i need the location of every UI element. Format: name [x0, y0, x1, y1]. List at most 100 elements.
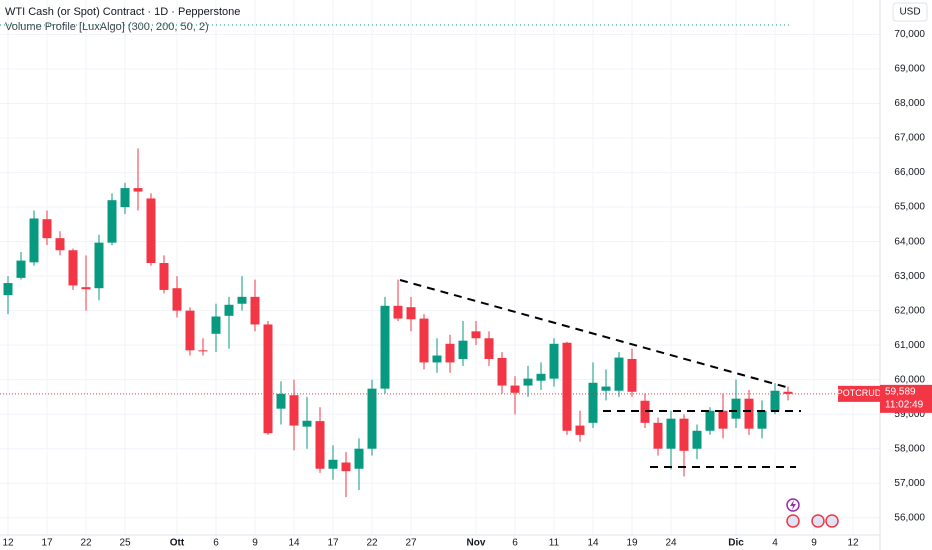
candle-body [770, 390, 780, 411]
candle-body [679, 418, 689, 451]
candle-body [68, 250, 78, 286]
candle-body [393, 305, 403, 319]
last-price-label: 59,589 [885, 387, 916, 398]
event-flag[interactable] [811, 514, 825, 528]
x-tick-label: 17 [41, 538, 53, 549]
y-tick-label: 60,000 [894, 374, 925, 385]
y-tick-label: 61,000 [894, 340, 925, 351]
candle-body [744, 398, 754, 429]
candle-body [471, 331, 481, 339]
event-icons [786, 498, 839, 528]
y-tick-label: 56,000 [894, 512, 925, 523]
candle-body [328, 459, 338, 469]
candle-body [81, 287, 91, 290]
event-icon-glyph [790, 500, 796, 510]
y-tick-label: 68,000 [894, 98, 925, 109]
candle-body [497, 357, 507, 386]
x-tick-label: 19 [626, 538, 638, 549]
x-tick-label: 22 [366, 538, 378, 549]
candle-body [159, 263, 169, 290]
candle-body [380, 305, 390, 389]
candle-body [510, 385, 520, 393]
y-tick-label: 70,000 [894, 29, 925, 40]
x-tick-label: Dic [728, 538, 744, 549]
candle-body [692, 430, 702, 449]
candle-body [718, 410, 728, 429]
event-flag[interactable] [786, 514, 800, 528]
x-tick-label: 25 [119, 538, 131, 549]
candle-body [224, 304, 234, 316]
chart-title: WTI Cash (or Spot) Contract · 1D · Peppe… [5, 6, 240, 18]
candle-body [94, 242, 104, 289]
candle-body [757, 410, 767, 429]
candle-body [367, 388, 377, 449]
candle-body [627, 358, 637, 392]
x-tick-label: 24 [665, 538, 677, 549]
event-flag[interactable] [825, 514, 839, 528]
candle-body [731, 398, 741, 419]
y-tick-label: 64,000 [894, 236, 925, 247]
candle-body [16, 260, 26, 278]
y-tick-label: 58,000 [894, 443, 925, 454]
candle-body [211, 316, 221, 334]
candle-body [107, 200, 117, 243]
price-tag [880, 384, 932, 413]
candle-body [562, 342, 572, 431]
x-tick-label: Nov [467, 538, 486, 549]
candle-body [42, 219, 52, 239]
candle-body [237, 296, 247, 304]
y-tick-label: 59,000 [894, 409, 925, 420]
candle-body [263, 324, 273, 434]
x-tick-label: 9 [252, 538, 258, 549]
candle-body [185, 310, 195, 351]
candle-body [315, 421, 325, 469]
candle-body [302, 420, 312, 427]
candle-body [588, 382, 598, 423]
candle-body [354, 448, 364, 469]
x-tick-label: 4 [772, 538, 778, 549]
currency-label: USD [899, 7, 920, 18]
x-tick-label: 17 [327, 538, 339, 549]
candle-body [29, 218, 39, 263]
x-tick-label: 6 [512, 538, 518, 549]
symbol-label: SPOTCRUDE [831, 388, 888, 398]
candle-body [523, 378, 533, 386]
candle-body [458, 340, 468, 359]
y-tick-label: 69,000 [894, 64, 925, 75]
candle-body [536, 373, 546, 381]
candle-body [172, 288, 182, 311]
currency-button[interactable] [892, 2, 928, 22]
candle-body [250, 296, 260, 325]
candle-body [133, 188, 143, 192]
candles [3, 148, 793, 498]
candle-body [614, 357, 624, 391]
candle-body [3, 283, 13, 296]
countdown-label: 11:02:49 [885, 400, 924, 411]
candle-body [783, 391, 793, 394]
candle-body [432, 355, 442, 363]
x-tick-label: 9 [811, 538, 817, 549]
candle-body [549, 343, 559, 379]
candle-body [198, 350, 208, 352]
candle-body [705, 410, 715, 431]
x-tick-label: 12 [2, 538, 14, 549]
y-tick-label: 67,000 [894, 133, 925, 144]
y-tick-label: 63,000 [894, 271, 925, 282]
x-tick-label: 11 [549, 538, 560, 549]
candle-body [341, 462, 351, 472]
candle-body [276, 393, 286, 409]
x-tick-label: Ott [170, 538, 185, 549]
x-tick-label: 14 [587, 538, 599, 549]
x-tick-label: 27 [405, 538, 417, 549]
y-tick-label: 65,000 [894, 202, 925, 213]
candle-body [666, 418, 676, 449]
candle-body [406, 307, 416, 320]
x-tick-label: 14 [288, 538, 300, 549]
candle-body [484, 338, 494, 359]
symbol-tag [838, 385, 880, 402]
x-tick-label: 6 [213, 538, 219, 549]
indicator-label: Volume Profile [LuxAlgo] (300, 200, 50, … [5, 21, 209, 33]
candle-body [289, 395, 299, 426]
candle-body [601, 386, 611, 391]
